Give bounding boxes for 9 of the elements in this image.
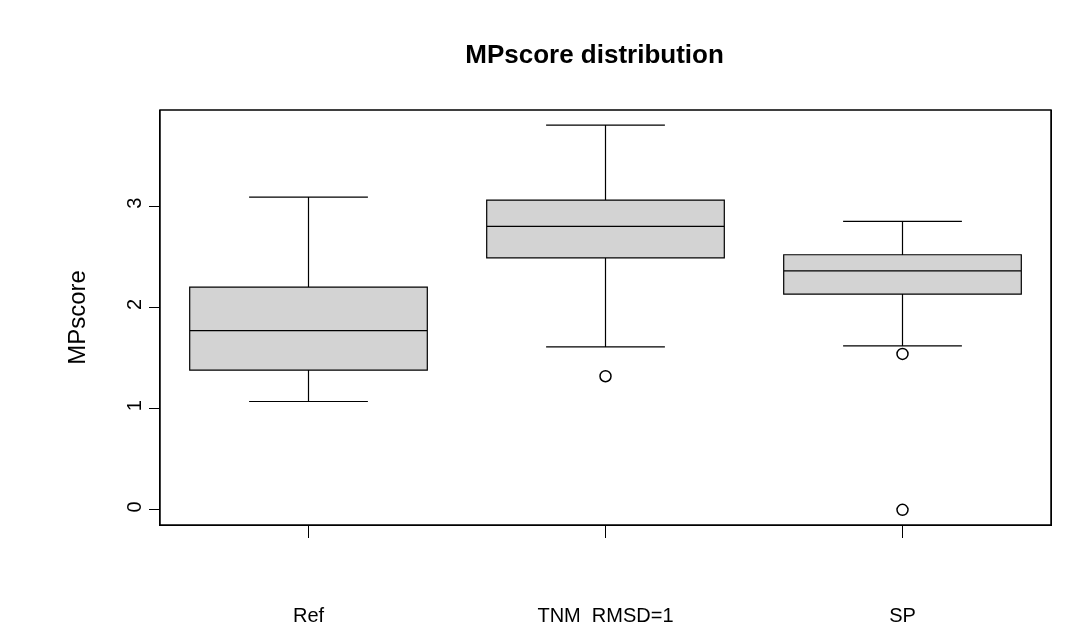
y-tick-label: 1: [123, 400, 145, 412]
chart-title: MPscore distribution: [465, 38, 724, 69]
x-tick-label: TNM RMSD=1: [537, 604, 674, 626]
y-tick-label: 3: [123, 197, 145, 209]
y-tick-label: 0: [123, 501, 145, 513]
x-tick-label: SP: [889, 604, 916, 626]
y-tick-label: 2: [123, 298, 145, 310]
y-axis-title: MPscore: [63, 270, 91, 365]
x-tick-label: Ref: [292, 604, 325, 626]
